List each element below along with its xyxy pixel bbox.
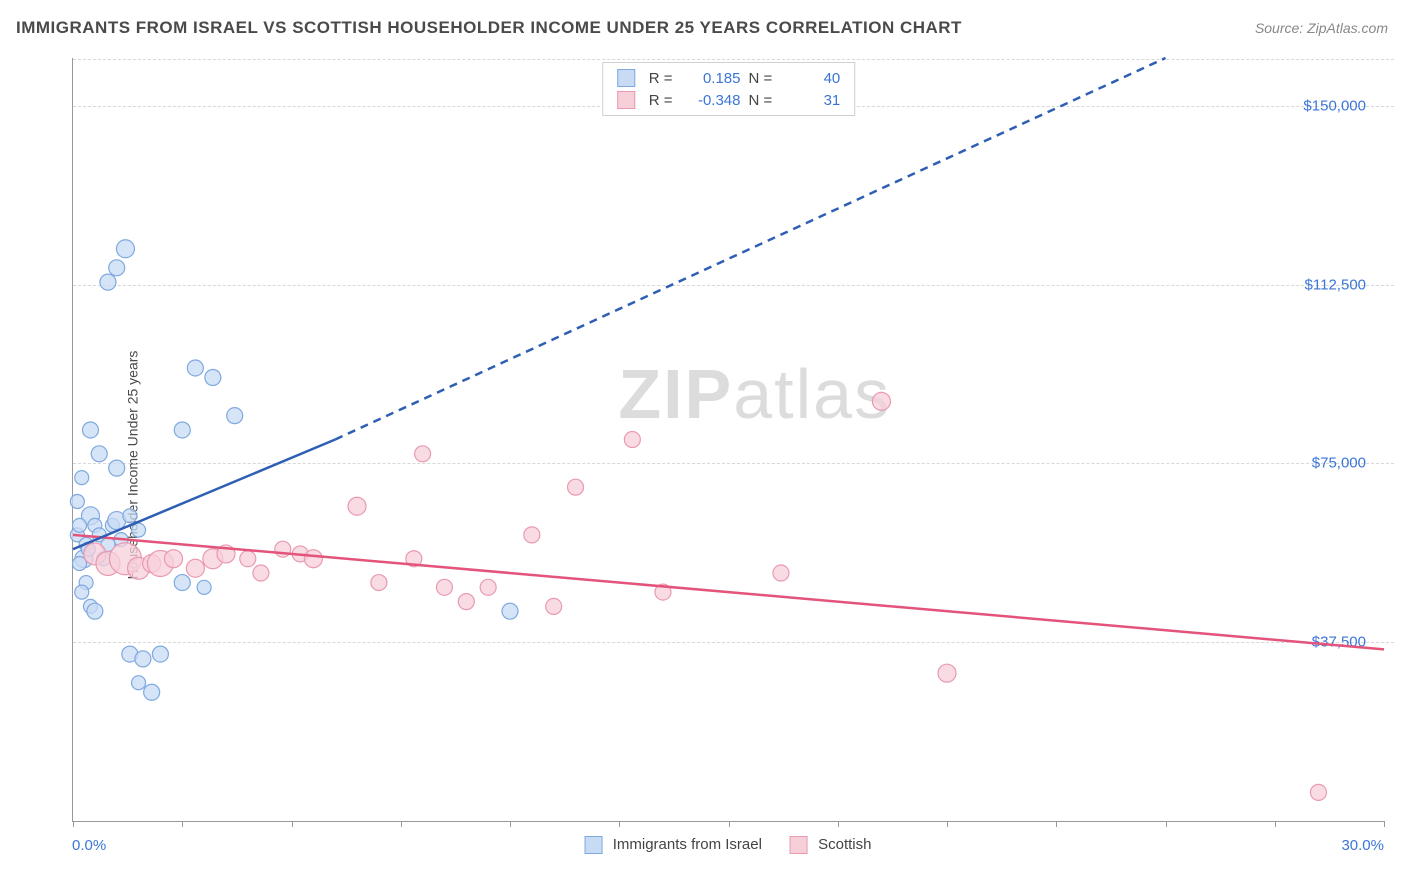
n-value-b: 31 (780, 92, 840, 109)
legend-item-b: Scottish (790, 836, 872, 854)
data-point (73, 518, 87, 532)
data-point (773, 565, 789, 581)
swatch-series-b (617, 91, 635, 109)
data-point (304, 550, 322, 568)
source-label: Source: ZipAtlas.com (1255, 20, 1388, 36)
data-point (1310, 784, 1326, 800)
data-point (348, 497, 366, 515)
data-point (524, 527, 540, 543)
data-point (624, 432, 640, 448)
swatch-series-a (585, 836, 603, 854)
r-label: R = (649, 92, 673, 109)
data-point (91, 446, 107, 462)
data-point (227, 408, 243, 424)
r-value-a: 0.185 (681, 70, 741, 87)
data-point (197, 580, 211, 594)
x-tick (838, 821, 839, 827)
x-tick (947, 821, 948, 827)
x-tick (1056, 821, 1057, 827)
x-axis-max-label: 30.0% (1341, 837, 1384, 854)
n-label: N = (749, 70, 773, 87)
swatch-series-a (617, 69, 635, 87)
data-point (205, 370, 221, 386)
data-point (75, 471, 89, 485)
legend-item-a: Immigrants from Israel (585, 836, 762, 854)
data-point (109, 260, 125, 276)
data-point (123, 509, 137, 523)
data-point (253, 565, 269, 581)
data-point (165, 550, 183, 568)
data-point (187, 360, 203, 376)
data-point (132, 676, 146, 690)
data-point (371, 575, 387, 591)
data-point (152, 646, 168, 662)
data-point (502, 603, 518, 619)
stats-row-a: R = 0.185 N = 40 (617, 67, 841, 89)
x-tick (1275, 821, 1276, 827)
x-axis-min-label: 0.0% (72, 837, 106, 854)
x-axis-row: 0.0% Immigrants from Israel Scottish 30.… (72, 830, 1384, 854)
r-value-b: -0.348 (681, 92, 741, 109)
swatch-series-b (790, 836, 808, 854)
plot-area: ZIPatlas R = 0.185 N = 40 R = -0.348 N =… (72, 58, 1384, 822)
data-point (87, 603, 103, 619)
data-point (872, 392, 890, 410)
r-label: R = (649, 70, 673, 87)
x-tick (73, 821, 74, 827)
scatter-svg (73, 58, 1384, 821)
x-tick (182, 821, 183, 827)
data-point (75, 585, 89, 599)
data-point (240, 551, 256, 567)
data-point (174, 422, 190, 438)
legend-label-b: Scottish (818, 836, 871, 853)
trend-line (73, 535, 1384, 649)
x-tick (510, 821, 511, 827)
n-label: N = (749, 92, 773, 109)
x-tick (292, 821, 293, 827)
bottom-legend: Immigrants from Israel Scottish (585, 836, 872, 854)
data-point (82, 422, 98, 438)
x-tick (1384, 821, 1385, 827)
data-point (174, 575, 190, 591)
data-point (116, 240, 134, 258)
data-point (100, 274, 116, 290)
data-point (436, 579, 452, 595)
data-point (186, 559, 204, 577)
legend-label-a: Immigrants from Israel (613, 836, 762, 853)
data-point (132, 523, 146, 537)
data-point (415, 446, 431, 462)
n-value-a: 40 (780, 70, 840, 87)
data-point (568, 479, 584, 495)
x-tick (619, 821, 620, 827)
x-tick (1166, 821, 1167, 827)
data-point (480, 579, 496, 595)
chart-area: Householder Income Under 25 years ZIPatl… (16, 58, 1396, 872)
data-point (135, 651, 151, 667)
data-point (458, 594, 474, 610)
data-point (144, 684, 160, 700)
x-tick (401, 821, 402, 827)
data-point (546, 598, 562, 614)
trend-line (73, 440, 335, 550)
data-point (938, 664, 956, 682)
stats-row-b: R = -0.348 N = 31 (617, 89, 841, 111)
stats-legend-box: R = 0.185 N = 40 R = -0.348 N = 31 (602, 62, 856, 116)
chart-title: IMMIGRANTS FROM ISRAEL VS SCOTTISH HOUSE… (16, 18, 962, 38)
data-point (70, 494, 84, 508)
data-point (109, 460, 125, 476)
x-tick (729, 821, 730, 827)
